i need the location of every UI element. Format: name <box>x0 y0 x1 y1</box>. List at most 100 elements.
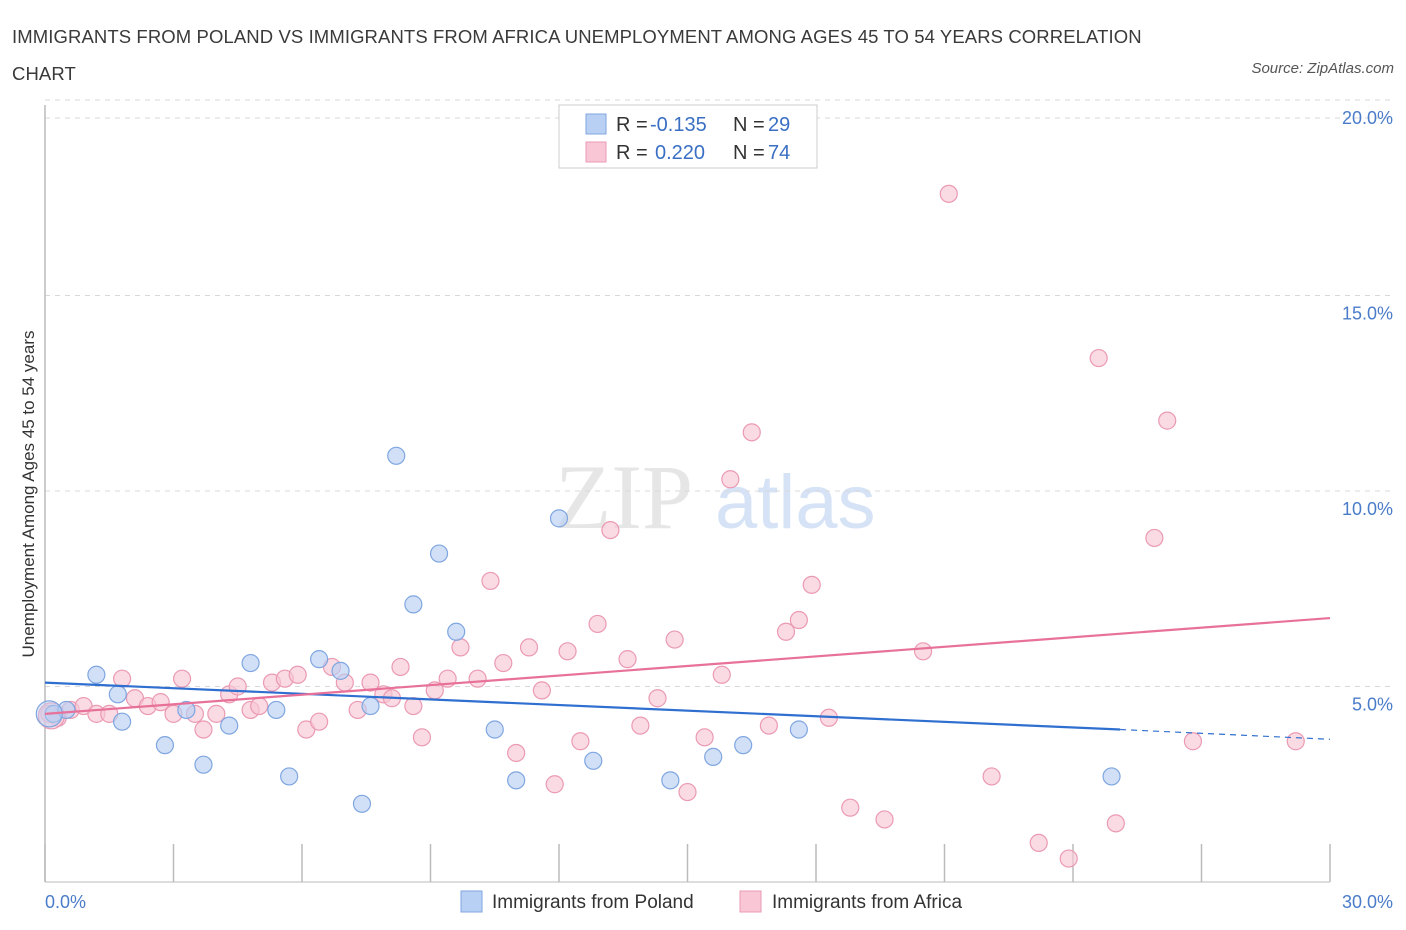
africa-point-64 <box>939 184 958 203</box>
africa-point-46 <box>601 520 620 540</box>
africa-point-69 <box>1106 814 1125 833</box>
poland-point-22 <box>549 509 569 528</box>
trend-lines <box>44 616 1331 740</box>
africa-point-73 <box>1286 732 1305 751</box>
africa-point-63 <box>913 642 933 661</box>
poland-point-16 <box>387 446 406 465</box>
poland-point-5 <box>155 736 175 755</box>
poland-trend-extension <box>1120 728 1331 740</box>
grid-lines <box>45 99 1395 687</box>
watermark-zip: ZIP <box>555 446 693 548</box>
poland-point-2 <box>87 665 106 684</box>
series-poland-points <box>35 446 1121 813</box>
bottom-legend-poland: Immigrants from Poland <box>492 892 694 913</box>
poland-point-27 <box>789 720 808 739</box>
chart-title: IMMIGRANTS FROM POLAND VS IMMIGRANTS FRO… <box>12 26 1142 84</box>
africa-point-13 <box>194 720 213 739</box>
africa-point-56 <box>759 716 778 735</box>
africa-point-40 <box>519 638 539 657</box>
legend-poland-r-value: -0.135 <box>650 114 707 136</box>
legend-poland-r-label: R = <box>616 114 648 136</box>
africa-point-61 <box>841 798 860 817</box>
poland-point-17 <box>404 595 423 614</box>
africa-point-51 <box>678 782 697 802</box>
poland-point-9 <box>241 653 260 673</box>
africa-point-48 <box>631 716 650 735</box>
africa-point-44 <box>571 732 590 751</box>
africa-point-23 <box>310 712 329 731</box>
africa-point-71 <box>1158 411 1177 430</box>
africa-point-18 <box>250 696 269 716</box>
poland-point-23 <box>584 751 603 770</box>
bottom-legend-africa: Immigrants from Africa <box>772 892 962 913</box>
africa-point-21 <box>288 665 307 684</box>
africa-trend-line <box>44 616 1331 715</box>
y-axis-label: Unemployment Among Ages 45 to 54 years <box>19 331 38 658</box>
africa-point-47 <box>618 650 637 669</box>
poland-point-4 <box>112 712 132 731</box>
legend-africa-r-value: 0.220 <box>655 142 705 164</box>
africa-point-65 <box>982 767 1001 786</box>
poland-point-3 <box>108 685 127 704</box>
africa-point-14 <box>207 704 226 723</box>
africa-point-54 <box>721 470 740 489</box>
africa-point-59 <box>802 575 821 594</box>
africa-point-52 <box>695 728 714 747</box>
legend-poland-n-value: 29 <box>768 114 790 136</box>
africa-point-67 <box>1059 849 1078 868</box>
poland-point-7 <box>194 755 213 774</box>
legend-africa-n-value: 74 <box>768 142 790 164</box>
africa-point-50 <box>665 630 684 649</box>
poland-point-20 <box>485 720 504 739</box>
poland-point-8 <box>220 716 239 735</box>
africa-point-53 <box>712 665 731 684</box>
africa-point-49 <box>648 689 667 708</box>
poland-point-6 <box>177 700 196 720</box>
africa-point-68 <box>1089 348 1108 368</box>
africa-point-58 <box>789 610 808 630</box>
bottom-legend-swatch-africa <box>739 890 762 913</box>
africa-point-38 <box>494 653 513 673</box>
stats-legend: R = -0.135 N = 29 R = 0.220 N = 74 <box>558 104 818 169</box>
y-tick-label-15: 15.0% <box>1342 304 1393 324</box>
series-legend: Immigrants from Poland Immigrants from A… <box>460 890 962 913</box>
y-tick-label-20: 20.0% <box>1342 108 1393 128</box>
africa-point-66 <box>1029 833 1048 853</box>
africa-point-35 <box>451 638 470 657</box>
africa-point-43 <box>558 642 577 661</box>
poland-point-24 <box>661 771 680 790</box>
africa-point-36 <box>468 669 487 688</box>
x-tick-label-min: 0.0% <box>45 892 86 912</box>
x-tick-label-max: 30.0% <box>1342 892 1393 912</box>
legend-swatch-africa <box>585 141 607 163</box>
africa-point-42 <box>545 775 564 794</box>
poland-point-15 <box>361 696 380 716</box>
poland-point-12 <box>310 650 329 669</box>
legend-poland-n-label: N = <box>733 114 765 136</box>
africa-point-37 <box>481 571 500 591</box>
poland-point-28 <box>1102 767 1121 786</box>
africa-point-31 <box>404 696 423 716</box>
africa-point-16 <box>228 677 247 696</box>
poland-point-13 <box>331 661 350 680</box>
legend-africa-n-label: N = <box>733 142 765 164</box>
y-tick-label-5: 5.0% <box>1352 695 1393 715</box>
africa-point-57 <box>776 622 796 641</box>
poland-point-11 <box>280 767 299 786</box>
africa-point-72 <box>1183 732 1203 751</box>
legend-swatch-poland <box>585 113 607 135</box>
poland-point-26 <box>734 736 753 755</box>
africa-point-70 <box>1145 528 1164 548</box>
poland-point-14 <box>352 794 372 813</box>
africa-point-62 <box>875 810 894 829</box>
legend-africa-r-label: R = <box>616 142 648 164</box>
africa-point-32 <box>412 728 432 747</box>
y-axis-tick-labels: 5.0% 10.0% 15.0% 20.0% <box>1342 108 1393 715</box>
africa-point-55 <box>742 423 761 442</box>
source-label: Source: ZipAtlas.com <box>1251 60 1394 77</box>
poland-point-21 <box>507 771 526 790</box>
africa-point-39 <box>507 743 526 763</box>
africa-point-11 <box>172 669 192 688</box>
bottom-legend-swatch-poland <box>460 890 483 913</box>
